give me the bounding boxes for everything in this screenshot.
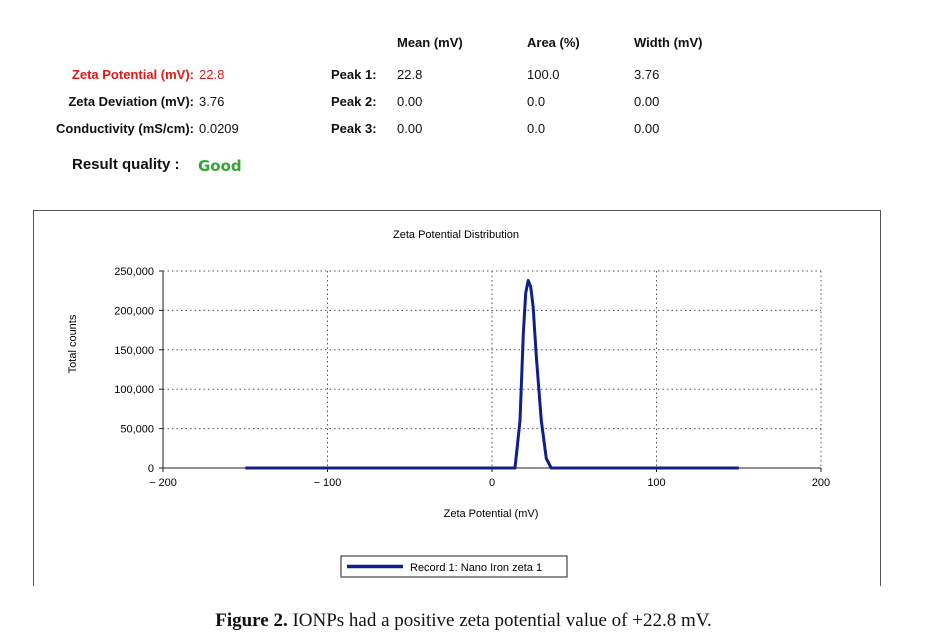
zeta-potential-label: Zeta Potential (mV): [71, 67, 194, 82]
peak-2-mean: 0.00 [397, 94, 423, 109]
x-tick-label: − 100 [314, 477, 342, 489]
series-layer [245, 279, 739, 470]
zeta-deviation-value: 3.76 [199, 94, 225, 109]
peak-1-width: 3.76 [634, 67, 660, 82]
peak-1-label: Peak 1: [331, 67, 377, 82]
peak-3-mean: 0.00 [397, 121, 423, 136]
x-tick-label: − 200 [149, 477, 177, 489]
chart-frame: Zeta Potential Distribution 0 50,000 100,0… [33, 210, 881, 586]
peak-3-width: 0.00 [634, 121, 660, 136]
peak-2-width: 0.00 [634, 94, 660, 109]
result-quality-label: Result quality : [72, 156, 180, 173]
zeta-deviation-label: Zeta Deviation (mV): [68, 94, 194, 109]
result-quality-value: Good [198, 157, 242, 175]
peak-3-area: 0.0 [527, 121, 546, 136]
y-tick-label: 250,000 [114, 266, 154, 278]
legend: Record 1: Nano Iron zeta 1 [340, 555, 568, 578]
y-tick-label: 150,000 [114, 345, 154, 357]
legend-label: Record 1: Nano Iron zeta 1 [410, 562, 542, 574]
y-tick-label: 100,000 [114, 384, 154, 396]
legend-box [340, 555, 568, 578]
peak-2-area: 0.0 [527, 94, 546, 109]
y-tick-label: 200,000 [114, 305, 154, 317]
x-axis-label: Zeta Potential (mV) [444, 508, 539, 520]
peak-3-label: Peak 3: [331, 121, 377, 136]
x-tick-label: 100 [647, 477, 665, 489]
caption-text: IONPs had a positive zeta potential valu… [292, 610, 712, 631]
series-line-1 [245, 279, 739, 470]
y-axis-label: Total counts [67, 314, 79, 373]
y-tick-label: 50,000 [120, 424, 154, 436]
axes [159, 270, 822, 472]
peak-1-mean: 22.8 [397, 67, 423, 82]
peak-2-label: Peak 2: [331, 94, 377, 109]
zeta-potential-value: 22.8 [199, 67, 225, 82]
y-tick-label: 0 [148, 463, 154, 475]
figure-caption: Figure 2. IONPs had a positive zeta pote… [0, 610, 927, 632]
width-header: Width (mV) [634, 35, 703, 50]
grid [163, 270, 822, 468]
peak-1-area: 100.0 [527, 67, 560, 82]
x-tick-label: 200 [812, 477, 830, 489]
conductivity-value: 0.0209 [199, 121, 239, 136]
zeta-potential-chart: Zeta Potential Distribution 0 50,000 100,0… [67, 229, 830, 578]
chart-title: Zeta Potential Distribution [393, 229, 519, 241]
results-table: Mean (mV) Area (%) Width (mV) Zeta Poten… [0, 0, 927, 200]
x-tick-label: 0 [489, 477, 495, 489]
conductivity-label: Conductivity (mS/cm): [56, 121, 194, 136]
mean-header: Mean (mV) [397, 35, 463, 50]
caption-label: Figure 2. [215, 610, 288, 631]
tick-labels: 0 50,000 100,000 150,000 200,000 250,000 − 200… [114, 266, 830, 489]
area-header: Area (%) [527, 35, 580, 50]
